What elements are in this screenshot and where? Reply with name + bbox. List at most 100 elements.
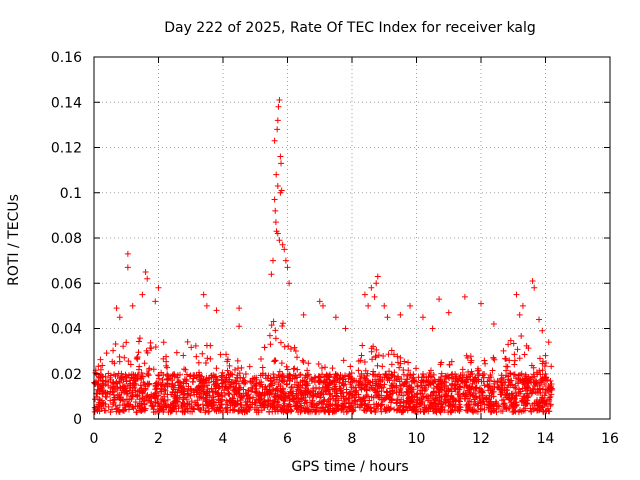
data-point — [314, 404, 321, 411]
data-point — [368, 284, 375, 291]
data-point — [107, 409, 114, 416]
data-point — [167, 375, 174, 382]
data-point — [510, 340, 517, 347]
data-point — [378, 388, 385, 395]
data-point — [267, 397, 274, 404]
data-point — [245, 387, 252, 394]
data-point — [187, 385, 194, 392]
data-point — [319, 384, 326, 391]
data-point — [542, 371, 549, 378]
data-point — [184, 400, 191, 407]
data-point — [430, 408, 437, 415]
data-point — [505, 341, 512, 348]
data-point — [155, 375, 162, 382]
data-point — [324, 406, 331, 413]
data-point — [384, 314, 391, 321]
data-point — [511, 361, 518, 368]
data-point — [143, 347, 150, 354]
data-point — [234, 372, 241, 379]
data-point — [452, 385, 459, 392]
data-point — [433, 409, 440, 416]
data-point — [449, 382, 456, 389]
data-point — [438, 374, 445, 381]
data-point — [431, 376, 438, 383]
data-point — [168, 408, 175, 415]
data-point — [426, 370, 433, 377]
data-point — [484, 383, 491, 390]
data-point — [493, 409, 500, 416]
data-point — [419, 314, 426, 321]
data-point — [297, 388, 304, 395]
data-point — [236, 305, 243, 312]
data-point — [145, 381, 152, 388]
data-point — [481, 382, 488, 389]
data-point — [541, 374, 548, 381]
data-point — [134, 376, 141, 383]
y-tick-label: 0.08 — [51, 231, 82, 247]
data-point — [404, 389, 411, 396]
data-point — [401, 404, 408, 411]
data-point — [242, 371, 249, 378]
data-point — [291, 344, 298, 351]
data-point — [207, 342, 214, 349]
data-point — [259, 364, 266, 371]
data-point — [394, 359, 401, 366]
data-point — [418, 374, 425, 381]
data-point — [373, 380, 380, 387]
y-tick-label: 0.06 — [51, 276, 82, 292]
data-point — [278, 408, 285, 415]
data-point — [377, 402, 384, 409]
data-point — [374, 362, 381, 369]
data-point — [134, 354, 141, 361]
data-point — [454, 377, 461, 384]
data-point — [210, 378, 217, 385]
data-point — [237, 401, 244, 408]
data-point — [275, 381, 282, 388]
data-point — [544, 405, 551, 412]
data-point — [348, 388, 355, 395]
data-point — [129, 302, 136, 309]
data-point — [184, 338, 191, 345]
data-point — [237, 394, 244, 401]
x-axis-label: GPS time / hours — [291, 459, 408, 475]
data-point — [123, 387, 130, 394]
data-point — [544, 376, 551, 383]
data-point — [340, 381, 347, 388]
data-point — [163, 353, 170, 360]
data-point — [259, 370, 266, 377]
data-point — [272, 219, 279, 226]
data-point — [489, 367, 496, 374]
data-point — [443, 382, 450, 389]
data-point — [397, 354, 404, 361]
data-point — [135, 403, 142, 410]
data-point — [410, 403, 417, 410]
data-point — [266, 332, 273, 339]
data-point — [275, 396, 282, 403]
data-point — [155, 381, 162, 388]
data-point — [208, 405, 215, 412]
data-point — [471, 376, 478, 383]
data-point — [271, 358, 278, 365]
data-point — [480, 398, 487, 405]
data-point — [272, 327, 279, 334]
data-point — [115, 408, 122, 415]
data-point — [319, 302, 326, 309]
data-point — [271, 137, 278, 144]
data-point — [125, 372, 132, 379]
data-point — [267, 375, 274, 382]
data-point — [287, 388, 294, 395]
data-point — [181, 403, 188, 410]
data-point — [537, 405, 544, 412]
data-point — [299, 357, 306, 364]
data-point — [348, 369, 355, 376]
data-point — [394, 396, 401, 403]
data-point — [427, 392, 434, 399]
data-point — [152, 298, 159, 305]
data-point — [523, 394, 530, 401]
data-point — [161, 393, 168, 400]
data-point — [226, 362, 233, 369]
data-point — [373, 346, 380, 353]
data-point — [273, 376, 280, 383]
data-point — [386, 368, 393, 375]
data-point — [97, 366, 104, 373]
